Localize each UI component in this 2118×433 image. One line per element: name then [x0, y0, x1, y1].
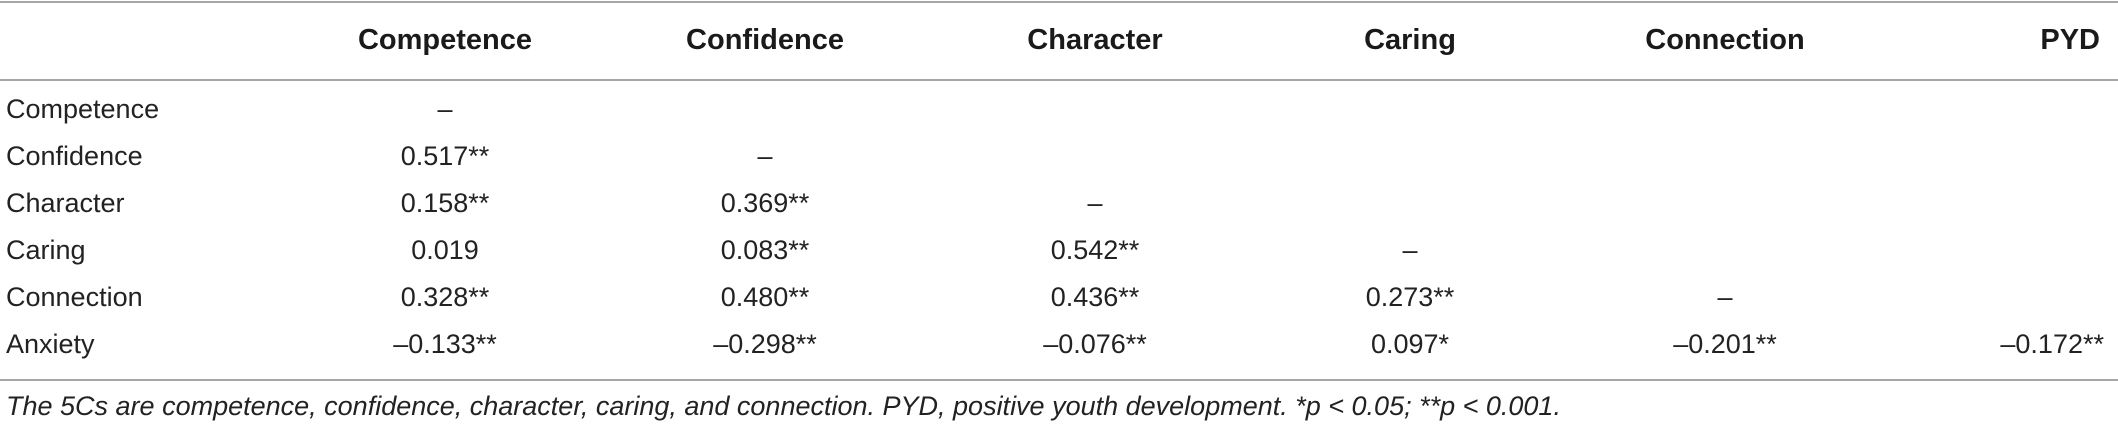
table-cell	[930, 80, 1260, 133]
table-cell	[1260, 80, 1560, 133]
table-cell	[1560, 80, 1890, 133]
table-cell	[1260, 133, 1560, 180]
table-row: Caring 0.019 0.083** 0.542** –	[0, 227, 2118, 274]
table-cell	[1560, 133, 1890, 180]
table-cell: 0.436**	[1050, 282, 1140, 312]
column-header-character: Character	[1027, 23, 1163, 56]
column-header-blank	[0, 0, 290, 80]
table-cell: –	[1087, 188, 1103, 218]
row-label-caring: Caring	[6, 235, 86, 265]
table-cell: 0.097*	[1370, 329, 1450, 359]
table-cell: –	[1402, 235, 1418, 265]
table-cell: –0.133**	[393, 329, 497, 359]
table-cell: 0.019	[411, 235, 479, 265]
table-cell	[1560, 227, 1890, 274]
table-cell	[1560, 180, 1890, 227]
column-header-pyd: PYD	[2040, 23, 2100, 56]
column-header-connection: Connection	[1645, 23, 1805, 56]
table-cell: –	[1717, 282, 1733, 312]
table-cell	[1260, 180, 1560, 227]
row-label-character: Character	[6, 188, 125, 218]
table-cell: 0.480**	[720, 282, 810, 312]
row-label-anxiety: Anxiety	[6, 329, 95, 359]
table-cell	[1890, 274, 2118, 321]
column-header-caring: Caring	[1364, 23, 1456, 56]
correlation-table: Competence Confidence Character Caring C…	[0, 0, 2118, 368]
table-cell: –0.201**	[1673, 329, 1777, 359]
header-row: Competence Confidence Character Caring C…	[0, 0, 2118, 80]
table-cell: 0.083**	[720, 235, 810, 265]
table-cell: 0.328**	[400, 282, 490, 312]
row-label-confidence: Confidence	[6, 141, 143, 171]
table-cell: 0.273**	[1365, 282, 1455, 312]
column-header-confidence: Confidence	[686, 23, 844, 56]
table-cell	[1890, 180, 2118, 227]
table-row: Anxiety –0.133** –0.298** –0.076** 0.097…	[0, 321, 2118, 368]
table-row: Character 0.158** 0.369** –	[0, 180, 2118, 227]
table-cell: –0.172**	[2000, 329, 2104, 359]
table-cell: 0.542**	[1050, 235, 1140, 265]
table-cell: 0.158**	[400, 188, 490, 218]
table-cell: 0.369**	[720, 188, 810, 218]
table-cell	[1890, 133, 2118, 180]
table-footnote: The 5Cs are competence, confidence, char…	[6, 391, 1561, 421]
table-cell	[1890, 80, 2118, 133]
table-cell: –0.076**	[1043, 329, 1147, 359]
table-cell	[1890, 227, 2118, 274]
table-top-rule	[0, 1, 2118, 3]
table-cell: 0.517**	[400, 141, 490, 171]
table-row: Connection 0.328** 0.480** 0.436** 0.273…	[0, 274, 2118, 321]
row-label-connection: Connection	[6, 282, 143, 312]
table-cell	[600, 80, 930, 133]
row-label-competence: Competence	[6, 94, 160, 124]
table-cell	[930, 133, 1260, 180]
table-row: Confidence 0.517** –	[0, 133, 2118, 180]
table-cell: –	[437, 94, 453, 124]
table-row: Competence –	[0, 80, 2118, 133]
header-bottom-rule	[0, 79, 2118, 81]
column-header-competence: Competence	[357, 23, 533, 56]
table-bottom-rule	[0, 379, 2118, 381]
table-cell: –0.298**	[713, 329, 817, 359]
table-cell: –	[757, 141, 773, 171]
